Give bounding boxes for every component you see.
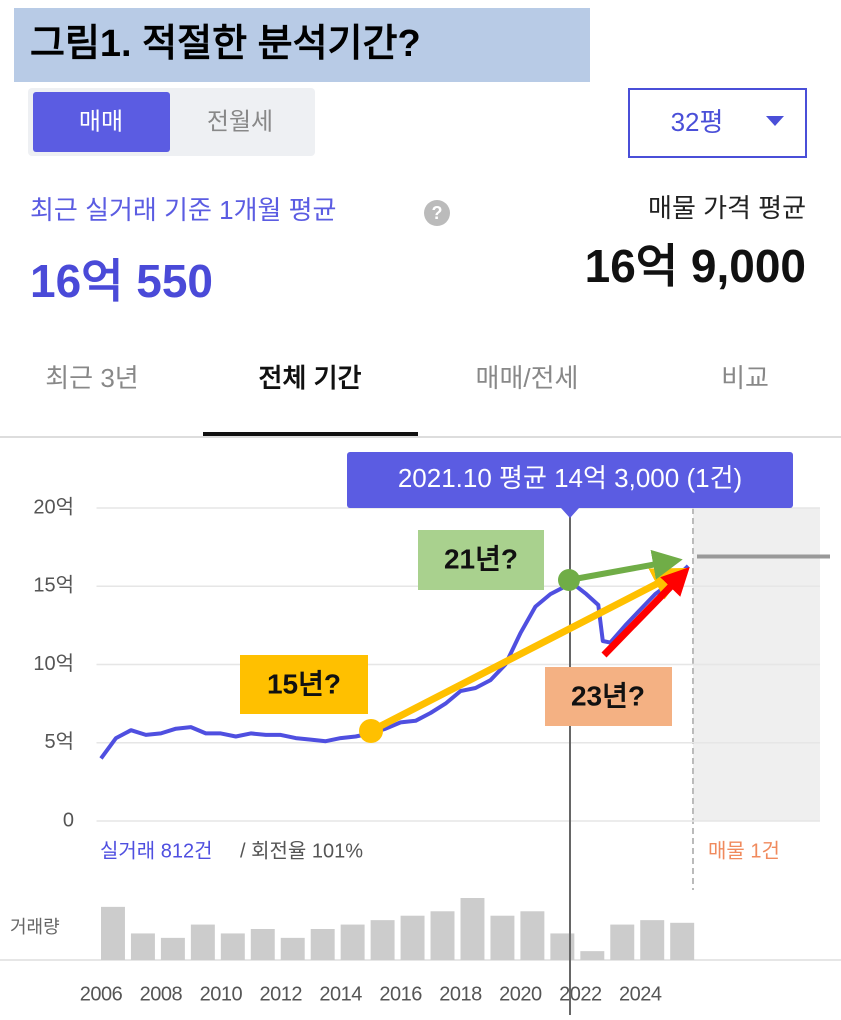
arrow bbox=[601, 566, 690, 658]
y-tick-label: 15억 bbox=[33, 574, 74, 597]
toggle-sale[interactable]: 매매 bbox=[79, 108, 123, 135]
annotation-box bbox=[240, 655, 368, 714]
volume-bar bbox=[430, 911, 455, 960]
help-icon[interactable] bbox=[424, 200, 450, 226]
x-tick-label: 2016 bbox=[379, 983, 422, 1005]
recent-value: 16억 550 bbox=[30, 255, 213, 307]
arrow bbox=[568, 549, 683, 583]
y-tick-label: 0 bbox=[63, 809, 74, 831]
x-tick-label: 2020 bbox=[499, 983, 542, 1005]
tooltip-pointer bbox=[561, 508, 579, 518]
volume-bar bbox=[640, 920, 665, 960]
tab-active[interactable]: 전체 기간 bbox=[259, 363, 362, 393]
tab-underline bbox=[203, 432, 418, 436]
toggle-selected[interactable] bbox=[33, 92, 170, 152]
y-tick-label: 20억 bbox=[33, 495, 74, 518]
volume-bar bbox=[250, 929, 275, 960]
tooltip: 2021.10 평균 14억 3,000 (1건) bbox=[398, 463, 742, 493]
tab[interactable]: 매매/전세 bbox=[476, 363, 579, 393]
listing-count: 매물 1건 bbox=[708, 839, 780, 862]
volume-bar bbox=[400, 915, 425, 960]
x-tick-label: 2014 bbox=[319, 983, 362, 1005]
volume-bar bbox=[280, 937, 305, 960]
x-tick-label: 2012 bbox=[259, 983, 302, 1005]
volume-bar bbox=[550, 933, 575, 960]
figure-title: 그림1. 적절한 분석기간? bbox=[30, 23, 421, 65]
x-tick-label: 2008 bbox=[140, 983, 183, 1005]
price-line bbox=[99, 564, 690, 760]
arrow bbox=[369, 567, 688, 735]
title-box bbox=[14, 8, 590, 82]
volume-bar bbox=[130, 933, 155, 960]
listing-value: 16억 9,000 bbox=[585, 240, 806, 292]
volume-bar bbox=[610, 924, 635, 960]
tab[interactable]: 비교 bbox=[721, 363, 769, 393]
x-tick-label: 2022 bbox=[559, 983, 602, 1005]
dropdown-arrow bbox=[766, 116, 784, 126]
volume-bar bbox=[220, 933, 245, 960]
x-tick-label: 2024 bbox=[619, 983, 662, 1005]
x-tick-label: 2018 bbox=[439, 983, 482, 1005]
volume-bar bbox=[310, 929, 335, 960]
volume-bar bbox=[160, 937, 185, 960]
tooltip-box bbox=[347, 452, 793, 508]
x-tick-label: 2010 bbox=[200, 983, 243, 1005]
annotation: 15년? bbox=[267, 668, 341, 699]
volume-bar bbox=[370, 920, 395, 960]
tab[interactable]: 최근 3년 bbox=[45, 363, 138, 393]
toggle-rent[interactable]: 전월세 bbox=[207, 108, 273, 135]
volume-label: 거래량 bbox=[10, 917, 60, 937]
marker-dot bbox=[558, 569, 580, 591]
annotation-box bbox=[418, 530, 544, 590]
y-tick-label: 5억 bbox=[44, 730, 74, 753]
x-tick-label: 2006 bbox=[80, 983, 123, 1005]
recent-label: 최근 실거래 기준 1개월 평균 bbox=[30, 195, 336, 225]
volume-bar bbox=[460, 898, 485, 960]
volume-bar bbox=[190, 924, 215, 960]
annotation-box bbox=[545, 667, 672, 726]
volume-bar bbox=[580, 951, 605, 960]
stats-count: 실거래 812건 bbox=[100, 839, 213, 862]
listing-label: 매물 가격 평균 bbox=[648, 193, 806, 223]
marker-dot bbox=[359, 719, 383, 743]
size-value[interactable]: 32평 bbox=[671, 107, 724, 137]
annotation: 23년? bbox=[571, 680, 645, 711]
volume-bar bbox=[670, 922, 695, 960]
stats-turnover: / 회전율 101% bbox=[240, 839, 363, 862]
y-tick-label: 10억 bbox=[33, 652, 74, 675]
help-mark: ? bbox=[432, 203, 443, 223]
volume-bar bbox=[520, 911, 545, 960]
volume-bar bbox=[340, 924, 365, 960]
annotation: 21년? bbox=[444, 543, 518, 574]
volume-bar bbox=[490, 915, 515, 960]
volume-bar bbox=[100, 906, 125, 960]
